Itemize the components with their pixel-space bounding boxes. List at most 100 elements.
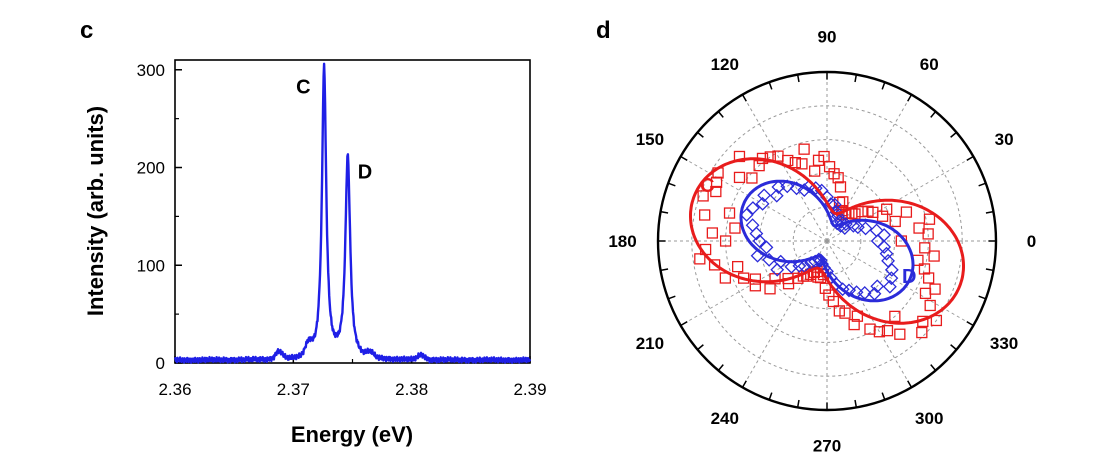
angle-spoke (742, 240, 828, 388)
angle-spoke (680, 240, 828, 326)
polar-grid (658, 72, 996, 410)
x-tick-label: 2.37 (277, 380, 310, 399)
angle-label: 180 (608, 232, 636, 251)
series-d-point (870, 279, 885, 294)
peak-label-c: C (296, 77, 310, 99)
angle-spoke (826, 240, 912, 388)
series-c-point (819, 282, 831, 294)
angle-tick (950, 131, 957, 138)
y-tick-label: 200 (137, 159, 165, 178)
angle-tick (741, 94, 747, 102)
angle-tick (930, 111, 937, 118)
series-c-point (753, 159, 765, 172)
angle-tick (978, 182, 987, 187)
series-d-point (858, 221, 873, 236)
angle-tick (930, 364, 937, 371)
angle-tick (697, 344, 704, 351)
angle-tick (680, 155, 688, 161)
polar-chart: d 0 30 60 90 120 150 180 210 240 270 300 330 C D (596, 17, 1036, 455)
series-d-point (752, 234, 767, 248)
series-c-point (733, 171, 746, 184)
series-line (173, 62, 532, 364)
series-d-point (830, 216, 845, 231)
series-c-point (710, 185, 722, 198)
angle-label: 210 (636, 334, 664, 353)
series-d-point (745, 218, 760, 233)
series-c-point (900, 206, 913, 218)
angle-tick (978, 295, 987, 300)
angle-tick (907, 94, 913, 102)
series-c-point (732, 260, 744, 273)
angle-tick (680, 321, 688, 327)
series-c-point (772, 150, 784, 162)
series-d-point (846, 218, 861, 233)
series-c-point (789, 157, 801, 169)
angle-tick (950, 344, 957, 351)
angle-label: 120 (711, 55, 739, 74)
series-c-point (916, 326, 928, 339)
angle-tick (660, 268, 669, 272)
series-c-point (827, 295, 840, 308)
series-c-point (923, 213, 936, 225)
series-d-point (882, 279, 897, 294)
x-tick-label: 2.39 (513, 380, 546, 399)
series-d-fit (739, 179, 915, 303)
series-c-point (881, 325, 894, 337)
series-c-point (881, 203, 893, 215)
angle-tick (907, 380, 913, 388)
series-c-point (928, 250, 940, 262)
series-d-point (755, 196, 770, 211)
series-d-point (877, 240, 892, 254)
angle-tick (881, 81, 886, 90)
angle-tick (966, 321, 974, 327)
series-c-point (862, 205, 874, 217)
radial-ring (691, 105, 963, 377)
angle-tick (667, 295, 676, 300)
angle-tick (985, 268, 994, 272)
series-c-point (848, 318, 860, 331)
y-tick-label: 300 (137, 61, 165, 80)
series-c-point (697, 190, 709, 202)
series-c-point (764, 283, 776, 295)
series-d-point (833, 214, 848, 229)
angle-tick (717, 364, 724, 371)
series-c-point (924, 299, 936, 312)
series-c-point (922, 228, 934, 240)
angle-tick (768, 81, 773, 90)
angle-tick (741, 380, 747, 388)
series-c-point (746, 172, 758, 184)
series-c-point (812, 154, 825, 166)
y-axis: 0 100 200 300 (137, 61, 182, 373)
peak-labels: CD (296, 77, 372, 184)
series-d-point (877, 228, 892, 242)
angle-spoke (680, 156, 828, 242)
series-c-point (832, 172, 844, 184)
series-c-points (694, 143, 943, 340)
series-c-fit (689, 157, 965, 325)
angle-spoke (826, 94, 912, 242)
angle-label: 90 (818, 28, 837, 47)
angle-label: 150 (636, 130, 664, 149)
x-tick-label: 2.36 (158, 380, 191, 399)
series-c-point (839, 307, 851, 319)
series-c-point (930, 314, 943, 327)
series-d-point (745, 201, 760, 215)
series-c-point (699, 209, 711, 221)
series-d-point (757, 188, 772, 203)
angle-tick (881, 392, 886, 401)
series-d-point (771, 180, 786, 194)
series-c-point (873, 326, 886, 338)
peak-label-d: D (358, 162, 372, 184)
series-c-point (834, 181, 847, 193)
series-c-point (856, 206, 868, 218)
series-d-point (749, 226, 764, 241)
radial-ring (725, 139, 929, 343)
x-tick-label: 2.38 (395, 380, 428, 399)
angle-label: 300 (915, 409, 943, 428)
angle-label: 0 (1027, 232, 1036, 251)
angle-tick (985, 210, 994, 214)
series-c-point (719, 235, 732, 247)
series-d-point (842, 283, 856, 298)
